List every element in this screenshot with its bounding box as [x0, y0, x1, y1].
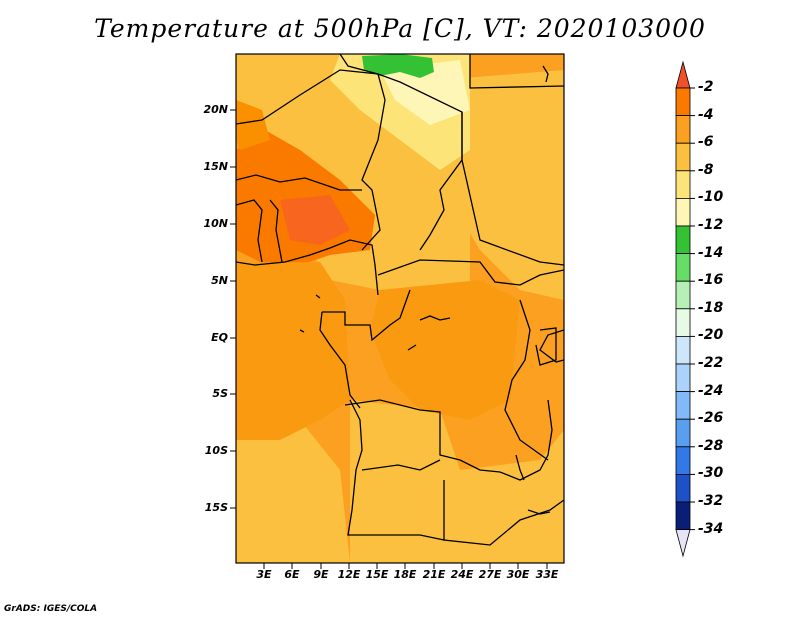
colorbar-swatch: [675, 308, 691, 337]
page-title: Temperature at 500hPa [C], VT: 202010300…: [94, 14, 706, 43]
x-axis-label: 21E: [422, 568, 446, 581]
colorbar-label: -34: [698, 520, 724, 537]
x-axis-label: 6E: [284, 568, 300, 581]
colorbar-label: -8: [698, 161, 714, 178]
colorbar-label: -14: [698, 244, 724, 261]
y-axis-label: 20N: [203, 103, 228, 116]
x-axis-label: 12E: [337, 568, 361, 581]
y-axis-label: 10S: [204, 444, 228, 457]
colorbar-label: -4: [698, 106, 714, 123]
colorbar-label: -22: [698, 355, 724, 371]
map-frame: [235, 53, 565, 564]
x-axis-label: 27E: [478, 568, 502, 581]
country-borders: [236, 54, 564, 546]
credit-text: GrADS: IGES/COLA: [4, 604, 98, 614]
y-axis-label: 5N: [211, 274, 228, 287]
colorbar-swatch: [675, 170, 691, 199]
x-axis-label: 9E: [313, 568, 329, 581]
colorbar-label: -20: [698, 327, 724, 344]
colorbar-label: -16: [698, 272, 724, 289]
colorbar-swatch: [675, 253, 691, 282]
colorbar-swatch: [675, 446, 691, 475]
colorbar-swatch: [675, 280, 691, 310]
temperature-field: [236, 54, 564, 563]
colorbar-label: -26: [698, 410, 724, 427]
colorbar-label: -2: [698, 79, 714, 95]
colorbar-swatch: [675, 142, 691, 172]
colorbar-swatch: [675, 473, 691, 503]
x-axis-label: 3E: [256, 568, 272, 581]
colorbar-swatch: [675, 418, 691, 448]
colorbar-cap-bottom: [675, 529, 691, 558]
colorbar-swatch: [675, 335, 691, 365]
y-axis-label: EQ: [211, 331, 228, 344]
colorbar-swatch: [675, 501, 691, 531]
colorbar-label: -6: [698, 134, 714, 151]
colorbar-swatch: [675, 87, 691, 117]
colorbar-label: -24: [698, 382, 724, 399]
x-axis-label: 33E: [535, 568, 559, 581]
x-axis-label: 24E: [450, 568, 474, 581]
x-ticks: [263, 563, 548, 569]
colorbar-swatch: [675, 115, 691, 144]
colorbar-label: -28: [698, 437, 724, 454]
y-ticks: [230, 109, 236, 509]
y-axis-label: 5S: [212, 387, 228, 400]
colorbar-label: -12: [698, 217, 724, 233]
y-axis-label: 15N: [203, 160, 228, 173]
x-axis-label: 15E: [365, 568, 389, 581]
colorbar-swatch: [675, 391, 691, 420]
y-axis-label: 10N: [203, 217, 228, 230]
colorbar-swatch: [675, 363, 691, 393]
colorbar-label: -18: [698, 299, 724, 316]
colorbar-swatch: [675, 225, 691, 255]
y-axis-label: 15S: [204, 501, 228, 514]
x-axis-label: 18E: [393, 568, 417, 581]
colorbar-label: -32: [698, 493, 724, 509]
colorbar-label: -10: [698, 189, 724, 206]
colorbar-cap-top: [675, 60, 691, 89]
colorbar: [675, 60, 695, 558]
x-axis-label: 30E: [506, 568, 530, 581]
colorbar-label: -30: [698, 465, 724, 482]
colorbar-swatch: [675, 197, 691, 227]
